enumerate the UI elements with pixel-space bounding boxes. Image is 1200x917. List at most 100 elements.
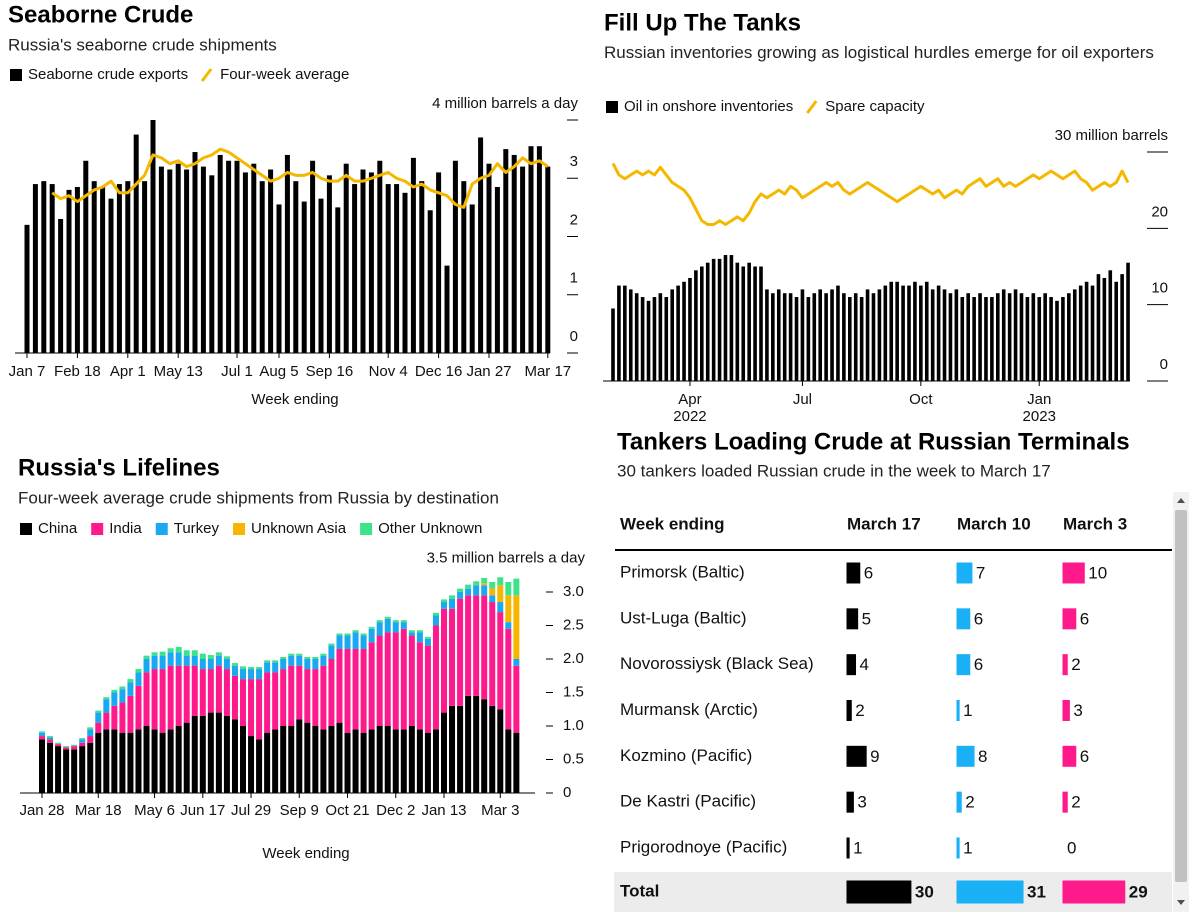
bar-segment [191,650,198,656]
bar-segment [127,732,134,793]
bar-segment [199,659,206,670]
y-tick-label: 3 [570,153,578,170]
bar-segment [103,729,110,793]
scroll-up[interactable] [1177,498,1185,503]
bar-segment [449,598,456,609]
bar [859,297,864,381]
bar [32,184,38,353]
bar-segment [481,595,488,700]
bar [352,184,358,353]
bar-segment [352,630,359,633]
bar [520,166,526,353]
legend-swatch [10,69,22,81]
x-tick-label: Oct [909,391,933,408]
x-tick-label: May 6 [134,802,175,819]
bar-segment [248,679,255,737]
x-tick-label: Jun 17 [180,802,225,819]
bar-segment [135,685,142,730]
bar-segment [505,581,512,596]
bar-segment [416,729,423,793]
bar [377,160,383,353]
bar [771,293,775,381]
bar-segment [199,653,206,659]
bar-segment [175,665,182,726]
bar-segment [264,732,271,793]
bar [545,166,551,353]
bar-segment [272,729,279,793]
column-header: Week ending [620,514,725,533]
bar-segment [207,659,214,670]
bar [284,154,290,353]
x-tick-label: Aug 5 [259,363,298,380]
column-header: March 3 [1063,514,1127,533]
row-label: De Kastri (Pacific) [620,792,756,811]
bar [723,255,728,381]
bar-segment [47,742,54,793]
bar [494,186,500,353]
bar [360,169,366,353]
bar [735,262,740,381]
x-tick-label: May 13 [154,363,203,380]
legend-label: Turkey [174,520,220,537]
x-tick-label: Feb 18 [54,363,101,380]
bar-segment [384,618,391,633]
bar-segment [304,722,311,793]
bar-segment [207,669,214,713]
bar [794,297,799,381]
cell-value: 6 [974,655,983,674]
bar [66,189,72,353]
bar [1108,270,1113,381]
bar [623,285,627,381]
bar-segment [280,726,287,793]
bar-segment [87,736,94,743]
bar [1019,293,1024,381]
bar-segment [215,712,222,793]
column-header: March 10 [957,514,1031,533]
bar-segment [473,595,480,696]
bar-segment [215,655,222,666]
bar-segment [167,648,174,653]
bar-segment [328,645,335,659]
bar-segment [288,726,295,793]
cell-bar [956,837,960,859]
bar-segment [449,705,456,793]
bar [800,289,805,381]
bar [427,210,433,353]
bar-segment [416,630,423,633]
cell-bar [956,699,960,721]
bar-segment [248,667,255,670]
bar-segment [127,679,134,683]
bar [318,198,324,353]
bar [226,160,232,353]
y-tick-label: 30 million barrels [1055,127,1168,144]
bar-segment [240,666,246,670]
bar-segment [296,653,303,656]
chart-title: Russia's Lifelines [18,454,220,481]
bar [251,163,257,353]
bar-segment [127,682,134,696]
bar [705,262,710,381]
bar [1078,285,1083,381]
scroll-down[interactable] [1177,900,1185,905]
bar-segment [376,622,383,636]
legend-swatch [806,100,818,114]
bar [268,169,274,353]
y-tick-label: 2 [570,211,578,228]
row-label: Total [620,881,659,900]
bar [1031,293,1036,381]
bar [676,285,680,381]
bar-segment [151,655,158,670]
bar-segment [384,616,391,619]
bar [1025,297,1030,381]
scrollbar-thumb[interactable] [1175,510,1187,882]
bar [865,289,870,381]
bar [1013,289,1018,381]
y-tick-label: 0.5 [563,750,584,767]
bar-segment [119,689,126,703]
bar [158,166,164,353]
bar-segment [103,697,110,700]
bar-segment [497,577,504,586]
bar [125,181,131,353]
bar [343,163,349,353]
